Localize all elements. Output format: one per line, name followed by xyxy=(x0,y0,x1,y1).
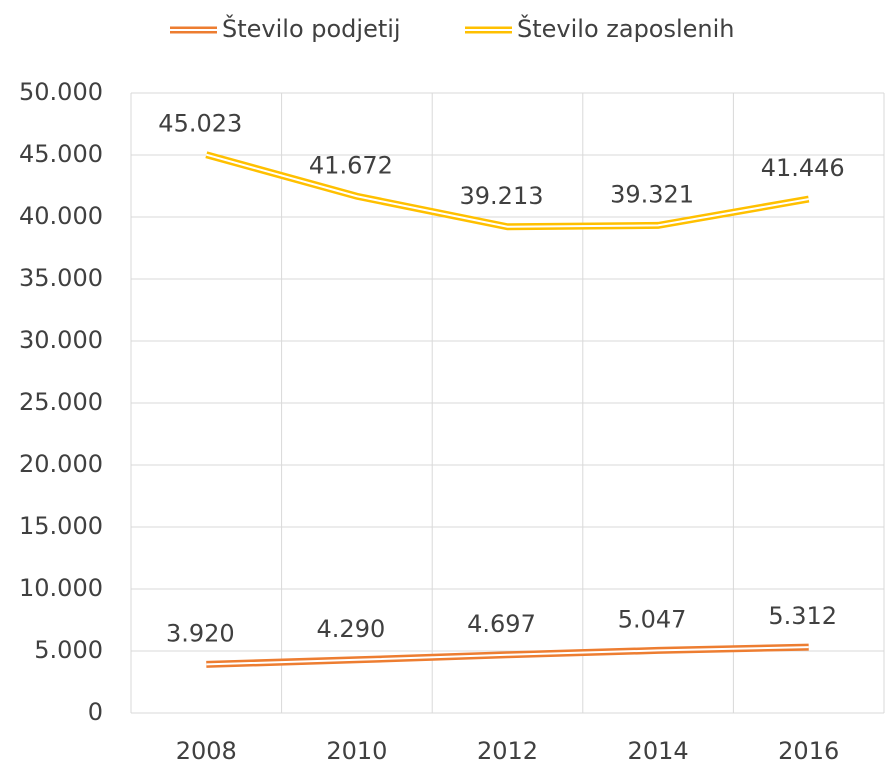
data-label: 45.023 xyxy=(158,110,242,138)
data-label: 4.290 xyxy=(317,615,386,643)
data-label: 41.672 xyxy=(309,151,393,179)
data-label: 5.047 xyxy=(618,605,687,633)
y-tick-label: 25.000 xyxy=(19,388,103,416)
data-label: 5.312 xyxy=(768,602,837,630)
x-tick-label: 2012 xyxy=(477,737,538,765)
y-tick-label: 5.000 xyxy=(34,636,103,664)
data-label: 39.213 xyxy=(460,182,544,210)
x-tick-label: 2016 xyxy=(778,737,839,765)
data-label: 39.321 xyxy=(610,180,694,208)
line-inner xyxy=(206,646,809,666)
x-tick-label: 2008 xyxy=(176,737,237,765)
data-label: 3.920 xyxy=(166,619,235,647)
y-tick-label: 45.000 xyxy=(19,140,103,168)
data-label: 4.697 xyxy=(467,610,536,638)
y-tick-label: 0 xyxy=(88,698,103,726)
y-tick-label: 30.000 xyxy=(19,326,103,354)
legend-label: Število podjetij xyxy=(222,13,401,43)
legend-label: Število zaposlenih xyxy=(517,13,735,43)
data-label: 41.446 xyxy=(761,154,845,182)
line-inner xyxy=(206,153,809,228)
y-tick-label: 35.000 xyxy=(19,264,103,292)
y-tick-label: 10.000 xyxy=(19,574,103,602)
y-tick-label: 20.000 xyxy=(19,450,103,478)
x-tick-label: 2014 xyxy=(628,737,689,765)
y-tick-label: 40.000 xyxy=(19,202,103,230)
y-tick-label: 50.000 xyxy=(19,78,103,106)
x-tick-label: 2010 xyxy=(326,737,387,765)
y-tick-label: 15.000 xyxy=(19,512,103,540)
